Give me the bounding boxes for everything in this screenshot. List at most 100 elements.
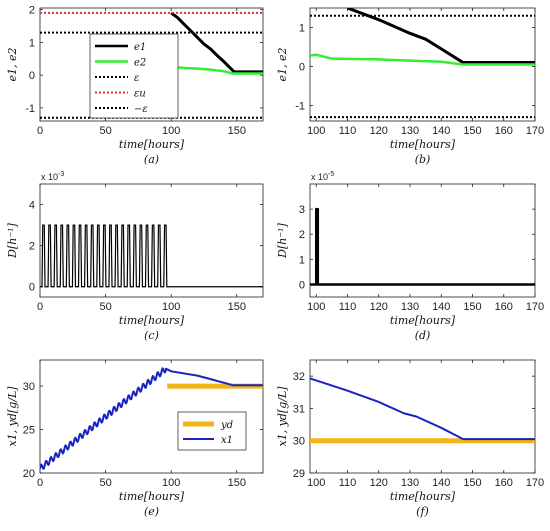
series-line-e2 xyxy=(310,53,535,66)
x-tick-label: 130 xyxy=(401,301,419,313)
x-tick-label: 150 xyxy=(228,301,246,313)
x-tick-label: 100 xyxy=(162,125,180,137)
legend-label: e1 xyxy=(134,42,146,53)
x-tick-label: 150 xyxy=(463,301,481,313)
panel-caption: (a) xyxy=(144,153,159,166)
x-axis-label: time[hours] xyxy=(390,138,456,151)
y-axis-label: e1, e2 xyxy=(276,47,289,81)
panel-caption: (c) xyxy=(144,329,159,342)
x-tick-label: 140 xyxy=(432,477,450,489)
panel-e: 0 50 100 150 20 25 30 time[hours] x1, yd[g/L] (e)… xyxy=(6,359,264,518)
y-tick-label: 1 xyxy=(29,37,35,49)
legend: yd x1 xyxy=(177,411,247,451)
x-tick-label: 170 xyxy=(526,477,544,489)
x-tick-label: 110 xyxy=(339,125,357,137)
y-axis-label: D[h⁻¹] xyxy=(6,222,19,258)
series-pulse-line xyxy=(40,224,170,288)
legend-box xyxy=(177,411,247,451)
y-axis-label: e1, e2 xyxy=(6,47,19,81)
y-tick-label: 25 xyxy=(23,425,35,437)
x-tick-label: 150 xyxy=(228,125,246,137)
legend-label: x1 xyxy=(221,435,233,446)
y-tick-label: 0 xyxy=(29,282,35,294)
x-tick-label: 150 xyxy=(228,477,246,489)
series-line-e1 xyxy=(170,11,263,74)
series-line-D xyxy=(310,207,535,286)
y-axis-label: x1, yd[g/L] xyxy=(276,386,289,447)
x-tick-label: 130 xyxy=(401,477,419,489)
x-tick-label: 170 xyxy=(526,125,544,137)
x-tick-label: 160 xyxy=(495,477,513,489)
y-tick-label: 2 xyxy=(29,241,35,253)
y-tick-label: 3 xyxy=(299,204,305,216)
x-tick-label: 0 xyxy=(37,301,43,313)
x-tick-label: 100 xyxy=(307,477,325,489)
y-tick-label: 2 xyxy=(29,5,35,17)
x-tick-label: 50 xyxy=(99,125,111,137)
series-line-x1 xyxy=(40,367,263,470)
panel-caption: (d) xyxy=(415,329,431,342)
panel-c: 0 50 100 150 0 2 4 x 10-3 time[hours] D[h⁻¹] (c) xyxy=(6,171,264,342)
axis-multiplier: x 10-3 xyxy=(41,171,64,182)
x-tick-label: 140 xyxy=(432,301,450,313)
x-tick-label: 160 xyxy=(495,301,513,313)
legend-label: εu xyxy=(134,89,146,100)
y-tick-label: 4 xyxy=(29,200,35,212)
legend-label: −ε xyxy=(134,104,148,115)
x-tick-label: 100 xyxy=(307,125,325,137)
panel-f: 100 110 120 130 140 150 160 170 29 30 31 32 time[hou… xyxy=(276,359,544,518)
series-line-e1 xyxy=(346,8,535,65)
y-tick-label: -1 xyxy=(295,100,305,112)
x-tick-label: 0 xyxy=(37,125,43,137)
x-tick-label: 120 xyxy=(370,125,388,137)
legend: e1 e2 ε εu −ε xyxy=(89,33,179,119)
x-tick-label: 170 xyxy=(526,301,544,313)
x-tick-label: 120 xyxy=(370,477,388,489)
x-tick-label: 140 xyxy=(432,125,450,137)
x-tick-label: 100 xyxy=(307,301,325,313)
legend-label: e2 xyxy=(134,58,146,69)
x-tick-label: 100 xyxy=(162,477,180,489)
y-tick-label: 0 xyxy=(299,61,305,73)
series-line-x1 xyxy=(310,377,535,441)
x-tick-label: 160 xyxy=(495,125,513,137)
panel-caption: (e) xyxy=(144,505,159,518)
legend-label: ε xyxy=(134,73,139,84)
series-line-e2 xyxy=(171,65,263,75)
y-tick-label: 32 xyxy=(293,371,305,383)
y-tick-label: 1 xyxy=(299,254,305,266)
x-tick-label: 100 xyxy=(162,301,180,313)
x-tick-label: 150 xyxy=(463,477,481,489)
y-tick-label: 0 xyxy=(299,279,305,291)
y-tick-label: 2 xyxy=(299,229,305,241)
x-axis-label: time[hours] xyxy=(119,490,185,503)
plot-frame xyxy=(309,359,536,474)
panel-caption: (b) xyxy=(415,153,431,166)
x-tick-label: 50 xyxy=(99,301,111,313)
axis-multiplier: x 10-5 xyxy=(311,171,334,182)
y-tick-label: -1 xyxy=(25,103,35,115)
y-tick-label: 0 xyxy=(29,70,35,82)
x-tick-label: 50 xyxy=(99,477,111,489)
y-tick-label: 30 xyxy=(23,381,35,393)
y-axis-label: D[h⁻¹] xyxy=(276,222,289,258)
panel-b: 100 110 120 130 140 150 160 170 -1 0 1 time[hours] e… xyxy=(276,7,544,166)
x-tick-label: 110 xyxy=(339,477,357,489)
y-tick-label: 20 xyxy=(23,468,35,480)
x-axis-label: time[hours] xyxy=(119,314,185,327)
y-tick-label: 30 xyxy=(293,436,305,448)
x-axis-label: time[hours] xyxy=(119,138,185,151)
x-tick-label: 120 xyxy=(370,301,388,313)
x-axis-label: time[hours] xyxy=(390,490,456,503)
x-tick-label: 110 xyxy=(339,301,357,313)
y-tick-label: 29 xyxy=(293,468,305,480)
y-tick-label: 31 xyxy=(293,403,305,415)
x-axis-label: time[hours] xyxy=(390,314,456,327)
panel-d: 100 110 120 130 140 150 160 170 0 1 2 3 x 10-5 time[h… xyxy=(276,171,544,342)
x-tick-label: 150 xyxy=(463,125,481,137)
legend-label: yd xyxy=(220,420,233,431)
y-axis-label: x1, yd[g/L] xyxy=(6,386,19,447)
plot-frame xyxy=(309,183,536,298)
